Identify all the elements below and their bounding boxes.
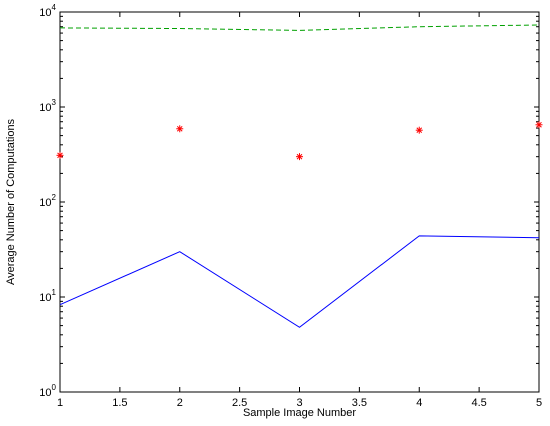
x-axis-label: Sample Image Number [243, 407, 356, 419]
x-tick-label: 2 [177, 397, 183, 409]
y-tick-label: 104 [39, 3, 56, 19]
series-layer [56, 24, 543, 328]
x-tick-label: 5 [536, 397, 542, 409]
y-tick-label: 101 [39, 288, 56, 304]
x-tick-label: 1 [57, 397, 63, 409]
x-tick-label: 3 [296, 397, 302, 409]
asterisk-marker [296, 153, 303, 161]
x-tick-label: 4.5 [471, 397, 486, 409]
asterisk-marker [176, 125, 184, 133]
y-tick-label: 102 [39, 193, 56, 209]
y-tick-label: 103 [39, 98, 56, 114]
x-axis-ticks: 1 1.5 2 2.5 3 3.5 4 4.5 5 [57, 12, 542, 409]
y-axis-ticks: 100 101 102 103 104 [39, 3, 539, 399]
solid-series-line [59, 235, 540, 328]
asterisk-marker [415, 126, 423, 134]
x-tick-label: 4 [416, 397, 422, 409]
y-tick-label: 100 [39, 383, 56, 399]
x-tick-label: 3.5 [352, 397, 367, 409]
x-tick-label: 1.5 [112, 397, 127, 409]
asterisk-marker [535, 121, 543, 129]
x-tick-label: 2.5 [232, 397, 247, 409]
y-axis-label: Average Number of Computations [5, 118, 17, 285]
asterisk-marker [56, 151, 64, 159]
